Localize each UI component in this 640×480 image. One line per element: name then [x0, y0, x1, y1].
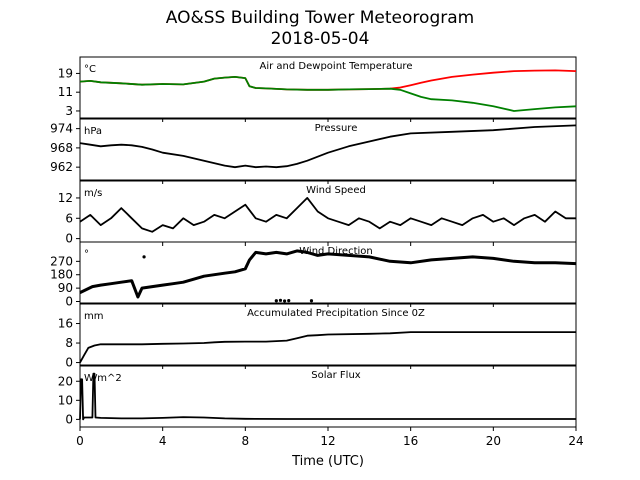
- panel-5-unit: W/m^2: [84, 373, 122, 384]
- panel-3-unit: °: [84, 249, 89, 260]
- panel-3-title: Wind Direction: [299, 246, 373, 257]
- panel-4-ytick-label-0: 0: [65, 356, 73, 370]
- panel-1-unit: hPa: [84, 126, 102, 137]
- panel-0-ytick-label-0: 3: [65, 104, 73, 118]
- x-axis-label: Time (UTC): [291, 454, 364, 469]
- panel-3-ytick-label-1: 90: [58, 281, 73, 295]
- panel-4-title: Accumulated Precipitation Since 0Z: [247, 308, 425, 319]
- panel-0-ytick-label-1: 11: [58, 85, 73, 99]
- panel-1-ytick-label-1: 968: [50, 141, 73, 155]
- panel-4-ytick-label-2: 16: [58, 317, 73, 331]
- panel-2-series-0: [79, 196, 576, 233]
- panel-2-ytick-label-1: 6: [65, 211, 73, 225]
- panel-1-ytick-label-2: 974: [50, 122, 73, 136]
- xtick-label-3: 12: [320, 434, 335, 448]
- panel-2-unit: m/s: [84, 188, 102, 199]
- xtick-label-0: 0: [76, 434, 84, 448]
- xtick-label-6: 24: [568, 434, 583, 448]
- panel-0-unit: °C: [84, 64, 96, 75]
- panel-0-series-0: [79, 69, 577, 91]
- panel-2-title: Wind Speed: [306, 185, 366, 196]
- panel-3-ytick-label-2: 180: [50, 268, 73, 282]
- panel-3-point-3: [287, 299, 291, 303]
- panel-2-ytick-label-2: 12: [58, 191, 73, 205]
- panel-5-ytick-label-1: 10: [58, 393, 73, 407]
- xtick-label-2: 8: [242, 434, 250, 448]
- panel-1-title: Pressure: [315, 123, 358, 134]
- panel-5-series-0: [79, 372, 576, 421]
- xtick-label-5: 20: [486, 434, 501, 448]
- panel-3-point-1: [278, 298, 283, 302]
- panel-3-point-2: [283, 299, 287, 303]
- panel-2-ytick-label-0: 0: [65, 232, 73, 246]
- panel-5-ytick-label-0: 0: [65, 412, 73, 426]
- panel-0-title: Air and Dewpoint Temperature: [260, 61, 413, 72]
- xtick-label-4: 16: [403, 434, 418, 448]
- panel-3-point-5: [142, 255, 146, 259]
- panel-4-series-0: [79, 331, 576, 364]
- panel-3-point-4: [309, 299, 314, 303]
- chart-title: AO&SS Building Tower Meteorogram: [165, 8, 475, 28]
- panel-3-series-0: [79, 249, 577, 299]
- panel-1-series-0: [79, 124, 577, 169]
- panel-5-title: Solar Flux: [311, 370, 361, 381]
- xtick-label-1: 4: [159, 434, 167, 448]
- panel-1-ytick-label-0: 962: [50, 160, 73, 174]
- panel-5-ytick-label-2: 20: [58, 374, 73, 388]
- panel-3-ytick-label-3: 270: [50, 254, 73, 268]
- panel-3-point-0: [274, 299, 278, 303]
- panel-4-unit: mm: [84, 311, 103, 322]
- panel-0-series-1: [79, 76, 577, 112]
- chart-subtitle: 2018-05-04: [270, 29, 370, 49]
- panel-3-ytick-label-0: 0: [65, 295, 73, 309]
- panel-4-ytick-label-1: 8: [65, 336, 73, 350]
- panel-0-ytick-label-2: 19: [58, 66, 73, 80]
